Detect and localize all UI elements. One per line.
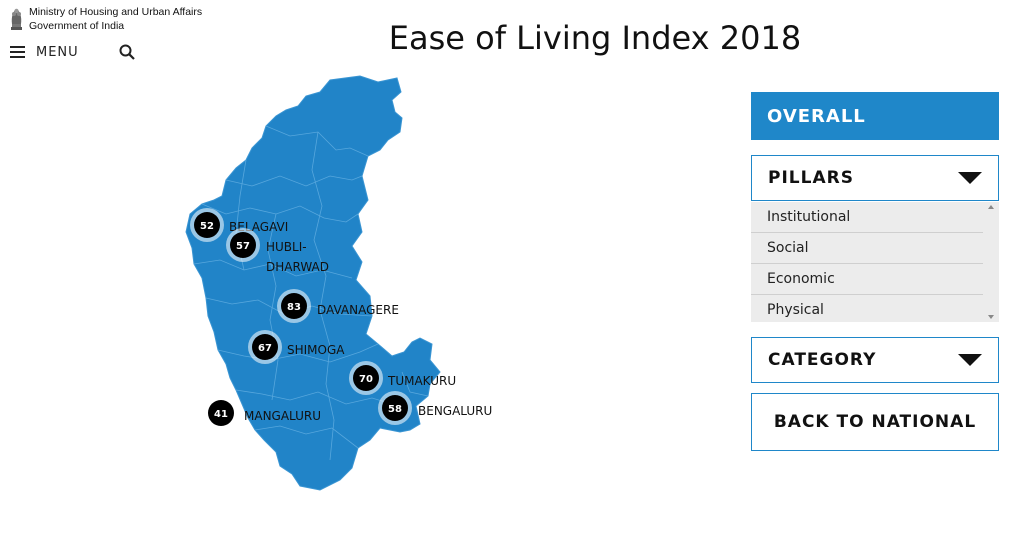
menu-button[interactable]: MENU — [36, 44, 79, 60]
city-score: 67 — [258, 343, 272, 354]
city-marker[interactable]: 57 HUBLI- DHARWAD — [226, 228, 329, 274]
city-score: 52 — [200, 221, 214, 232]
pillars-dropdown[interactable]: PILLARS — [751, 155, 999, 201]
city-label: HUBLI- — [266, 240, 307, 254]
scroll-up-icon[interactable] — [988, 205, 994, 209]
city-score: 58 — [388, 404, 402, 415]
city-marker[interactable]: 41 MANGALURU — [208, 400, 321, 426]
city-label: DAVANAGERE — [317, 303, 399, 317]
city-marker[interactable]: 58 BENGALURU — [378, 391, 492, 425]
pillars-list: Institutional Social Economic Physical — [751, 202, 999, 322]
scroll-down-icon[interactable] — [988, 315, 994, 319]
overall-button[interactable]: OVERALL — [751, 92, 999, 140]
pillars-label: PILLARS — [768, 168, 854, 188]
city-label: BENGALURU — [418, 404, 492, 418]
national-emblem-icon — [11, 8, 22, 30]
nav-bar: MENU — [10, 44, 135, 60]
hamburger-icon[interactable] — [10, 46, 25, 58]
ministry-line-2: Government of India — [29, 20, 125, 32]
header: Ministry of Housing and Urban Affairs Go… — [8, 5, 202, 33]
karnataka-region[interactable] — [185, 75, 441, 491]
city-marker[interactable]: 52 BELAGAVI — [190, 208, 288, 242]
city-label: SHIMOGA — [287, 343, 345, 357]
caret-down-icon — [958, 172, 982, 184]
state-map: 52 BELAGAVI 57 HUBLI- DHARWAD 83 DAVANAG… — [185, 75, 492, 491]
list-scrollbar[interactable] — [986, 202, 996, 322]
pillar-item-physical[interactable]: Physical — [767, 302, 824, 318]
city-label: TUMAKURU — [387, 374, 456, 388]
search-icon[interactable] — [119, 44, 135, 60]
back-to-national-button[interactable]: BACK TO NATIONAL — [751, 393, 999, 451]
city-score: 70 — [359, 374, 373, 385]
category-dropdown[interactable]: CATEGORY — [751, 337, 999, 383]
caret-down-icon — [958, 354, 982, 366]
pillar-item-economic[interactable]: Economic — [751, 264, 983, 295]
pillar-item-social[interactable]: Social — [751, 233, 983, 264]
city-score: 41 — [214, 409, 228, 420]
category-label: CATEGORY — [768, 350, 877, 370]
page-title: Ease of Living Index 2018 — [388, 19, 802, 57]
city-score: 57 — [236, 241, 250, 252]
city-marker[interactable]: 67 SHIMOGA — [248, 330, 345, 364]
city-label: MANGALURU — [244, 409, 321, 423]
pillar-item-institutional[interactable]: Institutional — [751, 202, 983, 233]
sidebar: OVERALL PILLARS Institutional Social Eco… — [751, 92, 999, 451]
city-label-line-2: DHARWAD — [266, 260, 329, 274]
ministry-line-1: Ministry of Housing and Urban Affairs — [29, 6, 203, 18]
city-marker[interactable]: 70 TUMAKURU — [349, 361, 456, 395]
city-marker[interactable]: 83 DAVANAGERE — [277, 289, 399, 323]
ministry-name: Ministry of Housing and Urban Affairs Go… — [29, 5, 202, 33]
city-score: 83 — [287, 302, 301, 313]
